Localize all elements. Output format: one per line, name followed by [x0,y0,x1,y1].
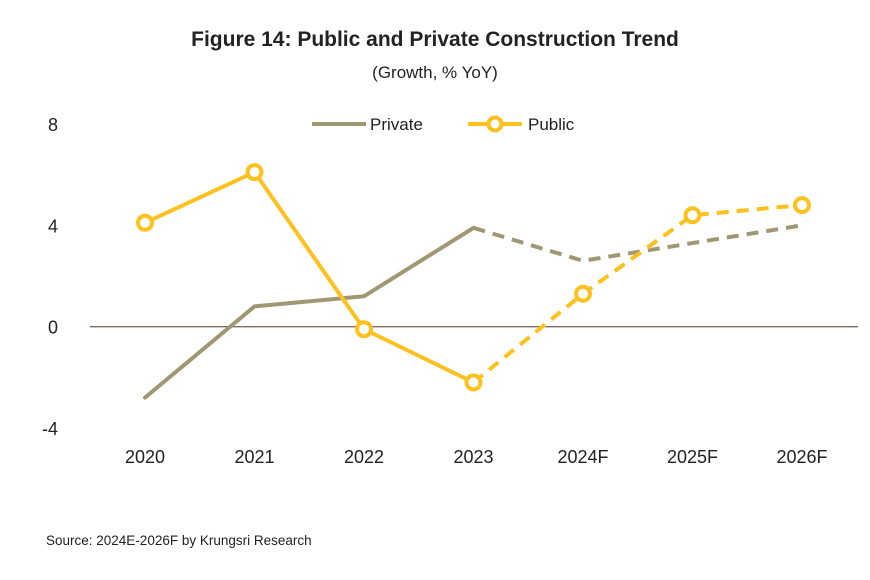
x-tick-label: 2026F [776,447,827,467]
private-series-forecast-line [472,223,803,263]
public-legend-label: Public [528,115,575,134]
x-tick-label: 2020 [125,447,165,467]
public-series-actual-line [143,170,476,385]
y-tick-label: 4 [48,216,58,236]
public-data-point [245,163,264,182]
x-tick-label: 2025F [667,447,718,467]
public-data-point [574,284,592,303]
x-tick-label: 2022 [344,447,384,467]
x-tick-label: 2021 [234,447,274,467]
y-tick-label: 0 [48,318,58,338]
y-tick-label: 8 [48,115,58,135]
public-data-point [136,213,154,232]
public-data-point [355,320,373,339]
chart-subtitle: (Growth, % YoY) [372,63,498,82]
public-legend-marker [486,115,504,133]
x-tick-label: 2024F [557,447,608,467]
public-series-forecast-line [472,203,803,384]
public-data-point [683,206,702,225]
source-note: Source: 2024E-2026F by Krungsri Research [46,533,312,548]
y-tick-label: -4 [42,419,58,439]
public-data-point [793,196,811,215]
public-data-point [464,373,483,392]
x-tick-label: 2023 [453,447,493,467]
private-legend-label: Private [370,115,423,134]
private-series-actual-line [143,225,476,400]
chart-title: Figure 14: Public and Private Constructi… [191,28,679,51]
